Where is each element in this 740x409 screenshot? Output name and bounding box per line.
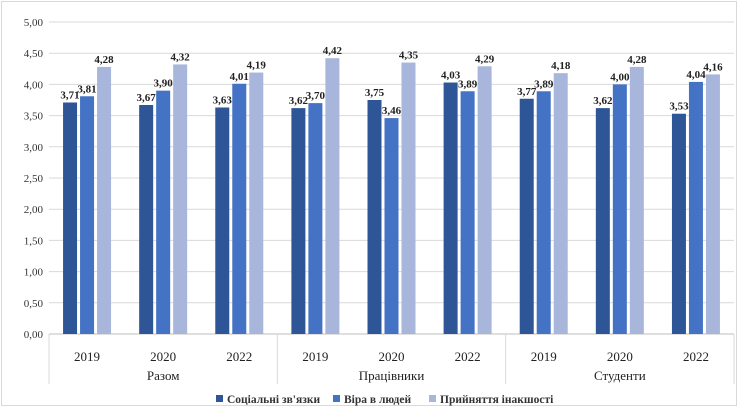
data-label: 3,89 — [458, 78, 478, 90]
data-label: 4,19 — [247, 60, 267, 72]
y-tick-label: 3,50 — [24, 111, 44, 123]
data-label: 4,00 — [610, 71, 630, 83]
bar — [477, 66, 492, 334]
legend-label: Віра в людей — [344, 394, 411, 406]
bar — [249, 72, 264, 334]
data-label: 4,32 — [171, 51, 191, 63]
bar — [553, 73, 568, 334]
y-tick-label: 2,00 — [24, 204, 44, 216]
bar — [139, 104, 154, 334]
data-label: 3,62 — [289, 95, 309, 107]
data-label: 3,90 — [154, 78, 174, 90]
group-label: Разом — [147, 368, 180, 383]
data-label: 3,70 — [306, 90, 326, 102]
y-tick-label: 3,00 — [24, 142, 44, 154]
x-tick-label: 2022 — [683, 349, 709, 364]
legend-swatch — [429, 395, 436, 402]
bar — [460, 91, 475, 334]
legend-label: Прийняття інакшості — [440, 394, 554, 406]
x-tick-label: 2019 — [302, 349, 328, 364]
bar — [612, 84, 627, 335]
data-label: 3,71 — [60, 89, 79, 101]
bar — [595, 108, 610, 334]
group-label: Студенти — [594, 368, 646, 383]
bar — [536, 91, 551, 334]
data-label: 4,28 — [627, 54, 647, 66]
bar — [97, 66, 112, 334]
bar — [291, 108, 306, 334]
data-label: 3,62 — [593, 95, 613, 107]
x-tick-label: 2019 — [531, 349, 557, 364]
y-tick-label: 5,00 — [24, 17, 44, 29]
legend-swatch — [216, 395, 223, 402]
y-tick-label: 4,00 — [24, 79, 44, 91]
bar — [215, 107, 230, 334]
bar — [232, 83, 247, 334]
data-label: 4,01 — [230, 71, 249, 83]
y-tick-label: 0,50 — [24, 298, 44, 310]
data-label: 4,03 — [441, 70, 461, 82]
bar — [308, 103, 323, 335]
data-label: 3,75 — [365, 87, 385, 99]
bar — [156, 90, 171, 334]
x-tick-label: 2020 — [607, 349, 633, 364]
y-tick-label: 1,00 — [24, 267, 44, 279]
data-label: 4,28 — [94, 54, 114, 66]
x-tick-label: 2022 — [455, 349, 481, 364]
y-tick-label: 4,50 — [24, 48, 44, 60]
bar — [173, 64, 188, 334]
y-tick-label: 2,50 — [24, 173, 44, 185]
data-label: 3,81 — [77, 83, 96, 95]
x-tick-label: 2020 — [150, 349, 176, 364]
data-label: 3,63 — [213, 94, 233, 106]
legend-swatch — [333, 395, 340, 402]
data-label: 3,77 — [517, 86, 537, 98]
legend-label: Соціальні зв'язки — [227, 394, 320, 406]
data-label: 4,18 — [551, 60, 571, 72]
bar — [384, 118, 399, 334]
data-label: 4,16 — [703, 61, 723, 73]
x-tick-label: 2019 — [74, 349, 100, 364]
bar — [325, 58, 340, 334]
data-label: 3,53 — [669, 101, 689, 113]
y-tick-label: 1,50 — [24, 235, 44, 247]
data-label: 4,42 — [323, 45, 343, 57]
data-label: 3,89 — [534, 78, 554, 90]
data-label: 4,35 — [399, 50, 419, 62]
y-tick-label: 0,00 — [24, 329, 44, 341]
data-label: 3,46 — [382, 105, 402, 117]
bar — [629, 66, 644, 334]
x-tick-label: 2022 — [226, 349, 252, 364]
data-label: 4,04 — [686, 69, 706, 81]
bar — [688, 81, 703, 335]
bar — [80, 96, 95, 334]
bar — [705, 74, 720, 334]
bar — [671, 113, 686, 334]
data-label: 4,29 — [475, 53, 495, 65]
bar — [367, 100, 382, 334]
x-tick-label: 2020 — [379, 349, 405, 364]
group-label: Працівники — [359, 368, 425, 383]
data-label: 3,67 — [137, 92, 157, 104]
bar — [63, 102, 78, 334]
bar — [519, 98, 534, 334]
bar — [443, 82, 458, 334]
bar — [401, 62, 416, 335]
